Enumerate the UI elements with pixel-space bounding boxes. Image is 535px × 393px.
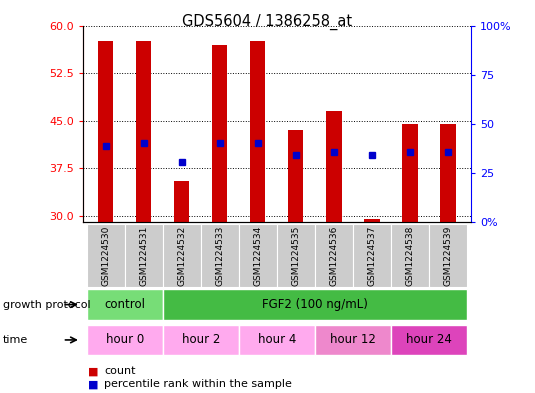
Text: percentile rank within the sample: percentile rank within the sample	[104, 379, 292, 389]
Bar	[364, 219, 379, 222]
Bar	[402, 124, 417, 222]
Text: GSM1224530: GSM1224530	[101, 225, 110, 286]
Text: GSM1224538: GSM1224538	[406, 225, 415, 286]
Bar	[239, 224, 277, 287]
Bar	[315, 325, 391, 355]
Bar	[163, 224, 201, 287]
Bar	[87, 290, 163, 320]
Bar	[315, 224, 353, 287]
Text: FGF2 (100 ng/mL): FGF2 (100 ng/mL)	[262, 298, 368, 311]
Text: hour 2: hour 2	[181, 333, 220, 347]
Bar	[163, 325, 239, 355]
Text: GSM1224539: GSM1224539	[444, 225, 453, 286]
Bar	[391, 325, 467, 355]
Bar	[87, 325, 163, 355]
Bar	[174, 181, 189, 222]
Text: GSM1224534: GSM1224534	[254, 225, 262, 286]
Bar	[98, 41, 113, 222]
Text: hour 24: hour 24	[406, 333, 452, 347]
Text: GSM1224533: GSM1224533	[215, 225, 224, 286]
Text: hour 0: hour 0	[105, 333, 144, 347]
Text: count: count	[104, 366, 136, 376]
Text: GSM1224531: GSM1224531	[139, 225, 148, 286]
Text: ■: ■	[88, 366, 99, 376]
Text: GSM1224532: GSM1224532	[177, 225, 186, 286]
Text: time: time	[3, 335, 28, 345]
Bar	[391, 224, 429, 287]
Text: hour 12: hour 12	[330, 333, 376, 347]
Bar	[288, 130, 303, 222]
Bar	[125, 224, 163, 287]
Text: ■: ■	[88, 379, 99, 389]
Bar	[239, 325, 315, 355]
Bar	[87, 224, 125, 287]
Bar	[326, 111, 341, 222]
Bar	[163, 290, 467, 320]
Text: hour 4: hour 4	[258, 333, 296, 347]
Text: GSM1224537: GSM1224537	[368, 225, 377, 286]
Bar	[353, 224, 391, 287]
Bar	[440, 124, 456, 222]
Text: growth protocol: growth protocol	[3, 299, 90, 310]
Text: control: control	[104, 298, 146, 311]
Text: GSM1224535: GSM1224535	[292, 225, 300, 286]
Bar	[201, 224, 239, 287]
Bar	[212, 44, 227, 222]
Bar	[429, 224, 467, 287]
Bar	[136, 41, 151, 222]
Bar	[277, 224, 315, 287]
Bar	[250, 41, 265, 222]
Text: GDS5604 / 1386258_at: GDS5604 / 1386258_at	[182, 14, 353, 30]
Text: GSM1224536: GSM1224536	[330, 225, 339, 286]
